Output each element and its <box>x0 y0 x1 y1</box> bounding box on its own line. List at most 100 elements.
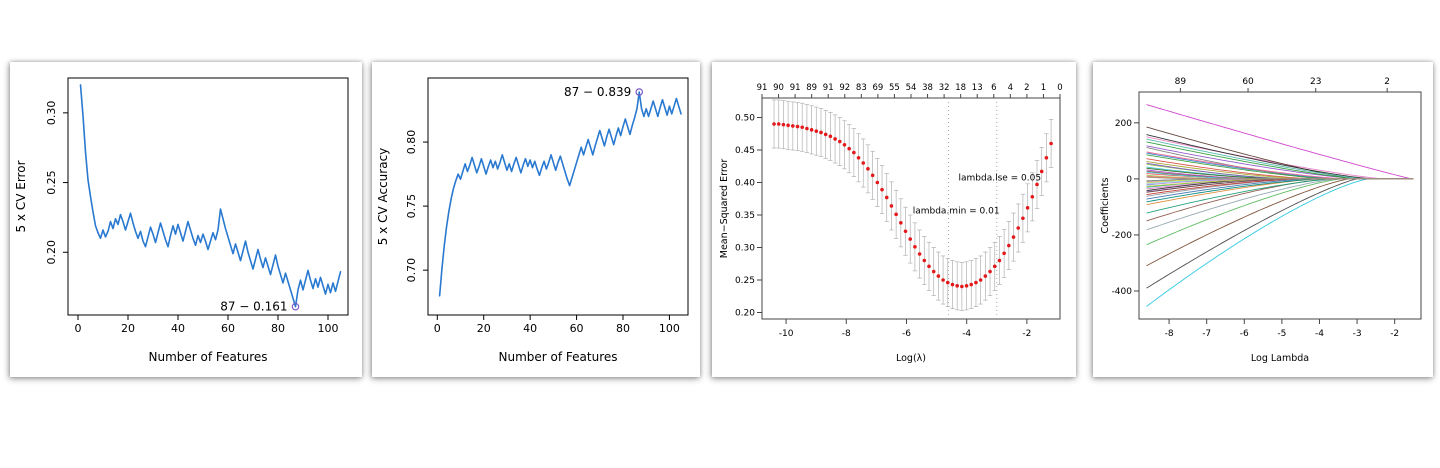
top-axis: 91 90 91 89 91 92 83 69 55 54 38 32 18 13 6 4 2 1 0 <box>757 83 1063 98</box>
x-axis-label: Log(λ) <box>896 353 926 364</box>
y-tick-label: 200 <box>1115 119 1132 129</box>
optimum-marker <box>635 88 644 96</box>
y-tick-label: 0.30 <box>45 101 58 126</box>
top-tick-label: 92 <box>839 83 850 93</box>
y-axis-label: 5 x CV Accuracy <box>376 148 390 246</box>
top-tick-label: 83 <box>856 83 867 93</box>
top-tick-label: 89 <box>1175 77 1187 87</box>
x-tick-label: -2 <box>1022 329 1031 339</box>
cv_accuracy-svg: 0 20 40 60 80 100 0.70 0.75 0.80 Number of Featur… <box>376 77 689 364</box>
coefficient-path <box>1146 104 1414 180</box>
y-tick-label: 0.40 <box>735 179 755 189</box>
x-axis-label: Log Lambda <box>1251 353 1309 364</box>
optimum-marker <box>291 302 300 311</box>
error-bars <box>771 99 1054 311</box>
x-tick-label: -7 <box>1202 329 1211 339</box>
x-tick-label: -4 <box>962 329 971 339</box>
coefficient-path <box>1146 176 1414 180</box>
x-tick-label: 80 <box>271 322 285 335</box>
x-axis: -8 -7 -6 -5 -4 -3 -2 <box>1165 319 1399 339</box>
plot-frame <box>67 77 349 316</box>
top-axis: 89 60 23 2 <box>1175 77 1390 92</box>
x-tick-label: -2 <box>1390 329 1399 339</box>
x-tick-label: -8 <box>842 329 851 339</box>
x-tick-label: 0 <box>434 322 441 335</box>
plot-frame <box>427 77 689 316</box>
x-axis: -10 -8 -6 -4 -2 <box>779 319 1031 339</box>
top-tick-label: 6 <box>991 83 996 93</box>
y-tick-label: 0.45 <box>735 146 755 156</box>
coefficient-paths <box>1146 104 1414 307</box>
cv-accuracy-figure: 0 20 40 60 80 100 0.70 0.75 0.80 Number of Featur… <box>372 62 700 377</box>
y-tick-label: 0.70 <box>405 258 418 283</box>
top-tick-label: 60 <box>1242 77 1254 87</box>
y-tick-label: 0.20 <box>735 309 755 319</box>
x-tick-label: 60 <box>570 322 584 335</box>
x-tick-label: -3 <box>1353 329 1362 339</box>
y-axis-label: 5 x CV Error <box>14 160 28 232</box>
x-tick-label: 20 <box>121 322 135 335</box>
y-axis-label: Coefficients <box>1100 178 1111 234</box>
top-tick-label: 2 <box>1024 83 1029 93</box>
lasso-cv-mse-figure: -10 -8 -6 -4 -2 0.20 0.25 0.30 0.35 0.40 0.45 0.50 L… <box>712 62 1076 377</box>
coefficient-path <box>1146 178 1414 214</box>
x-tick-label: 100 <box>318 322 339 335</box>
x-axis-label: Number of Features <box>499 350 618 364</box>
top-tick-label: 91 <box>790 83 801 93</box>
x-tick-label: 0 <box>75 322 82 335</box>
y-tick-label: 0.35 <box>735 211 755 221</box>
x-tick-label: 40 <box>171 322 185 335</box>
x-tick-label: -6 <box>902 329 911 339</box>
lambda-annotation-0: lambda.lse = 0.05 <box>958 174 1041 184</box>
top-tick-label: 4 <box>1008 83 1013 93</box>
y-axis: -400 -200 0 200 <box>1112 119 1139 297</box>
coefficient-path <box>1146 178 1414 267</box>
mse-points <box>772 122 1053 289</box>
lambda-annotation-1: lambda.min = 0.01 <box>913 207 1000 217</box>
optimum-label: 87 − 0.839 <box>564 85 631 99</box>
y-tick-label: -400 <box>1112 287 1133 297</box>
y-tick-label: -200 <box>1112 231 1133 241</box>
y-tick-label: 0.25 <box>45 170 58 195</box>
x-tick-label: 40 <box>523 322 537 335</box>
plot-frame <box>1138 91 1422 320</box>
y-axis: 0.20 0.25 0.30 <box>45 101 68 265</box>
data-line <box>79 84 342 308</box>
cv_error-svg: 0 20 40 60 80 100 0.20 0.25 0.30 Number of Featur… <box>14 77 349 364</box>
top-tick-label: 1 <box>1041 83 1046 93</box>
cv-error-chart: 0 20 40 60 80 100 0.20 0.25 0.30 Number of Featur… <box>10 62 362 377</box>
x-axis: 0 20 40 60 80 100 <box>434 315 680 335</box>
top-tick-label: 55 <box>889 83 900 93</box>
data-line <box>438 91 682 297</box>
coefficient-path <box>1146 126 1414 180</box>
x-axis: 0 20 40 60 80 100 <box>75 315 339 335</box>
y-tick-label: 0 <box>1126 175 1132 185</box>
optimum-label: 87 − 0.161 <box>220 300 287 314</box>
y-axis: 0.20 0.25 0.30 0.35 0.40 0.45 0.50 <box>735 114 762 319</box>
y-tick-label: 0.20 <box>45 240 58 265</box>
top-tick-label: 18 <box>955 83 966 93</box>
x-tick-label: -5 <box>1277 329 1286 339</box>
x-tick-label: -10 <box>779 329 794 339</box>
y-axis: 0.70 0.75 0.80 <box>405 130 428 283</box>
top-tick-label: 2 <box>1384 77 1390 87</box>
y-tick-label: 0.50 <box>735 114 755 124</box>
top-tick-label: 54 <box>906 83 917 93</box>
x-tick-label: -6 <box>1240 329 1249 339</box>
y-tick-label: 0.75 <box>405 194 418 219</box>
x-tick-label: -4 <box>1315 329 1324 339</box>
y-tick-label: 0.25 <box>735 276 755 286</box>
top-tick-label: 38 <box>922 83 933 93</box>
y-tick-label: 0.30 <box>735 244 755 254</box>
top-tick-label: 90 <box>773 83 784 93</box>
lasso-coefficient-paths-figure: -8 -7 -6 -5 -4 -3 -2 -400 -200 0 200 Log Lambda Coef… <box>1093 62 1433 377</box>
lasso-cv-mse-chart: -10 -8 -6 -4 -2 0.20 0.25 0.30 0.35 0.40 0.45 0.50 L… <box>712 62 1076 377</box>
y-axis-label: Mean−Squared Error <box>719 159 730 259</box>
x-tick-label: -8 <box>1165 329 1174 339</box>
x-axis-label: Number of Features <box>149 350 268 364</box>
lasso-coefficient-paths-chart: -8 -7 -6 -5 -4 -3 -2 -400 -200 0 200 Log Lambda Coef… <box>1093 62 1433 377</box>
top-tick-label: 23 <box>1310 77 1321 87</box>
lasso_paths-svg: -8 -7 -6 -5 -4 -3 -2 -400 -200 0 200 Log Lambda Coef… <box>1100 77 1422 364</box>
cv_lasso-svg: -10 -8 -6 -4 -2 0.20 0.25 0.30 0.35 0.40 0.45 0.50 L… <box>719 83 1063 364</box>
x-tick-label: 60 <box>221 322 235 335</box>
